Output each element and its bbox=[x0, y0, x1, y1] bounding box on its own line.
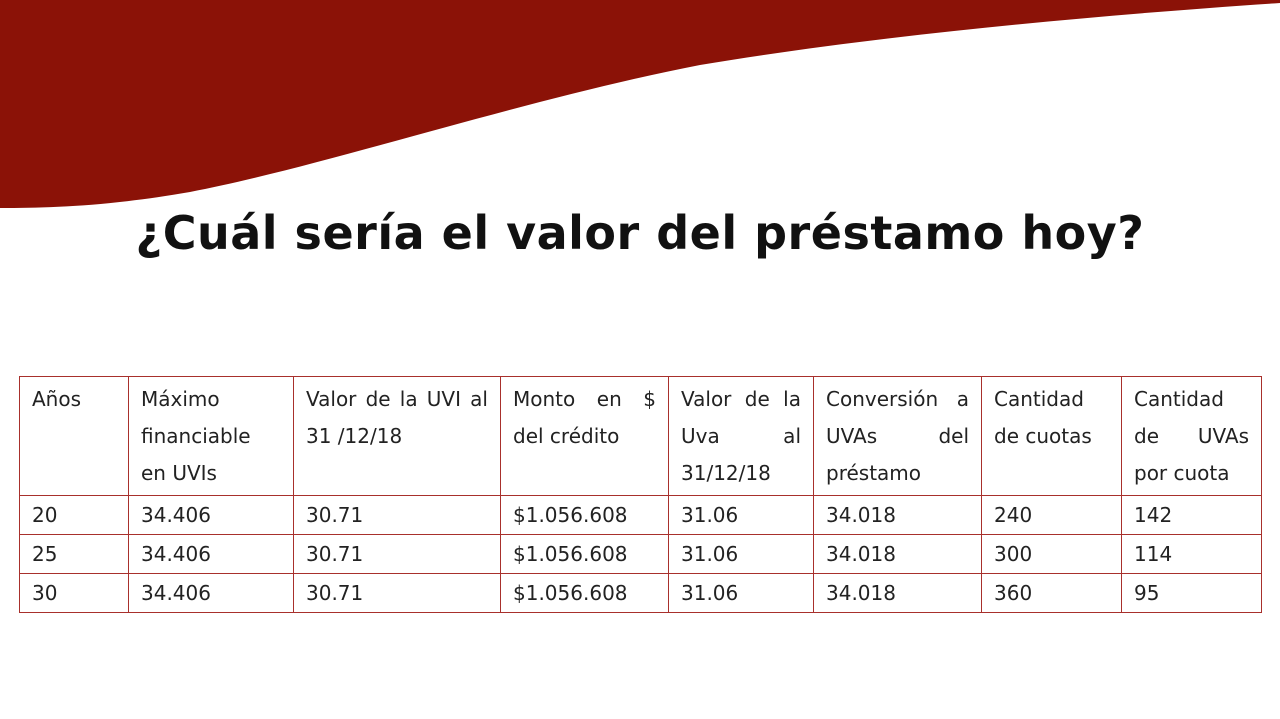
table-cell: 25 bbox=[19, 534, 129, 574]
table-cell: 95 bbox=[1121, 573, 1262, 613]
table-row: 25 34.406 30.71 $1.056.608 31.06 34.018 … bbox=[19, 534, 1262, 574]
table-cell: 34.018 bbox=[813, 495, 982, 535]
column-header-cantidad-cuotas: Cantidad de cuotas bbox=[981, 376, 1122, 496]
column-header-valor-uvi: Valor de la UVI al 31 /12/18 bbox=[293, 376, 501, 496]
table-cell: 34.018 bbox=[813, 534, 982, 574]
table-cell: 240 bbox=[981, 495, 1122, 535]
table-cell: 34.406 bbox=[128, 495, 294, 535]
table-cell: $1.056.608 bbox=[500, 534, 669, 574]
column-header-uvas-por-cuota: Cantidad de UVAs por cuota bbox=[1121, 376, 1262, 496]
table-cell: 114 bbox=[1121, 534, 1262, 574]
table-cell: 31.06 bbox=[668, 534, 814, 574]
table-cell: 30.71 bbox=[293, 495, 501, 535]
table-cell: 34.406 bbox=[128, 573, 294, 613]
table-cell: 34.406 bbox=[128, 534, 294, 574]
loan-table: Años Máximo financiable en UVIs Valor de… bbox=[19, 376, 1262, 613]
table-cell: 300 bbox=[981, 534, 1122, 574]
header-wave-banner bbox=[0, 0, 1280, 208]
table-cell: 20 bbox=[19, 495, 129, 535]
table-cell: 30.71 bbox=[293, 573, 501, 613]
table-cell: 30 bbox=[19, 573, 129, 613]
table-cell: 31.06 bbox=[668, 495, 814, 535]
table-cell: $1.056.608 bbox=[500, 573, 669, 613]
column-header-anos: Años bbox=[19, 376, 129, 496]
column-header-maximo-financiable: Máximo financiable en UVIs bbox=[128, 376, 294, 496]
table-cell: 360 bbox=[981, 573, 1122, 613]
column-header-monto: Monto en $ del crédito bbox=[500, 376, 669, 496]
table-cell: 30.71 bbox=[293, 534, 501, 574]
table-cell: $1.056.608 bbox=[500, 495, 669, 535]
column-header-conversion-uvas: Conversión a UVAs del préstamo bbox=[813, 376, 982, 496]
table-row: 30 34.406 30.71 $1.056.608 31.06 34.018 … bbox=[19, 573, 1262, 613]
table-header-row: Años Máximo financiable en UVIs Valor de… bbox=[19, 376, 1262, 496]
column-header-valor-uva: Valor de la Uva al 31/12/18 bbox=[668, 376, 814, 496]
table-cell: 31.06 bbox=[668, 573, 814, 613]
table-row: 20 34.406 30.71 $1.056.608 31.06 34.018 … bbox=[19, 495, 1262, 535]
table-cell: 142 bbox=[1121, 495, 1262, 535]
table-cell: 34.018 bbox=[813, 573, 982, 613]
slide-title: ¿Cuál sería el valor del préstamo hoy? bbox=[135, 206, 1145, 260]
banner-shape bbox=[0, 0, 1280, 208]
